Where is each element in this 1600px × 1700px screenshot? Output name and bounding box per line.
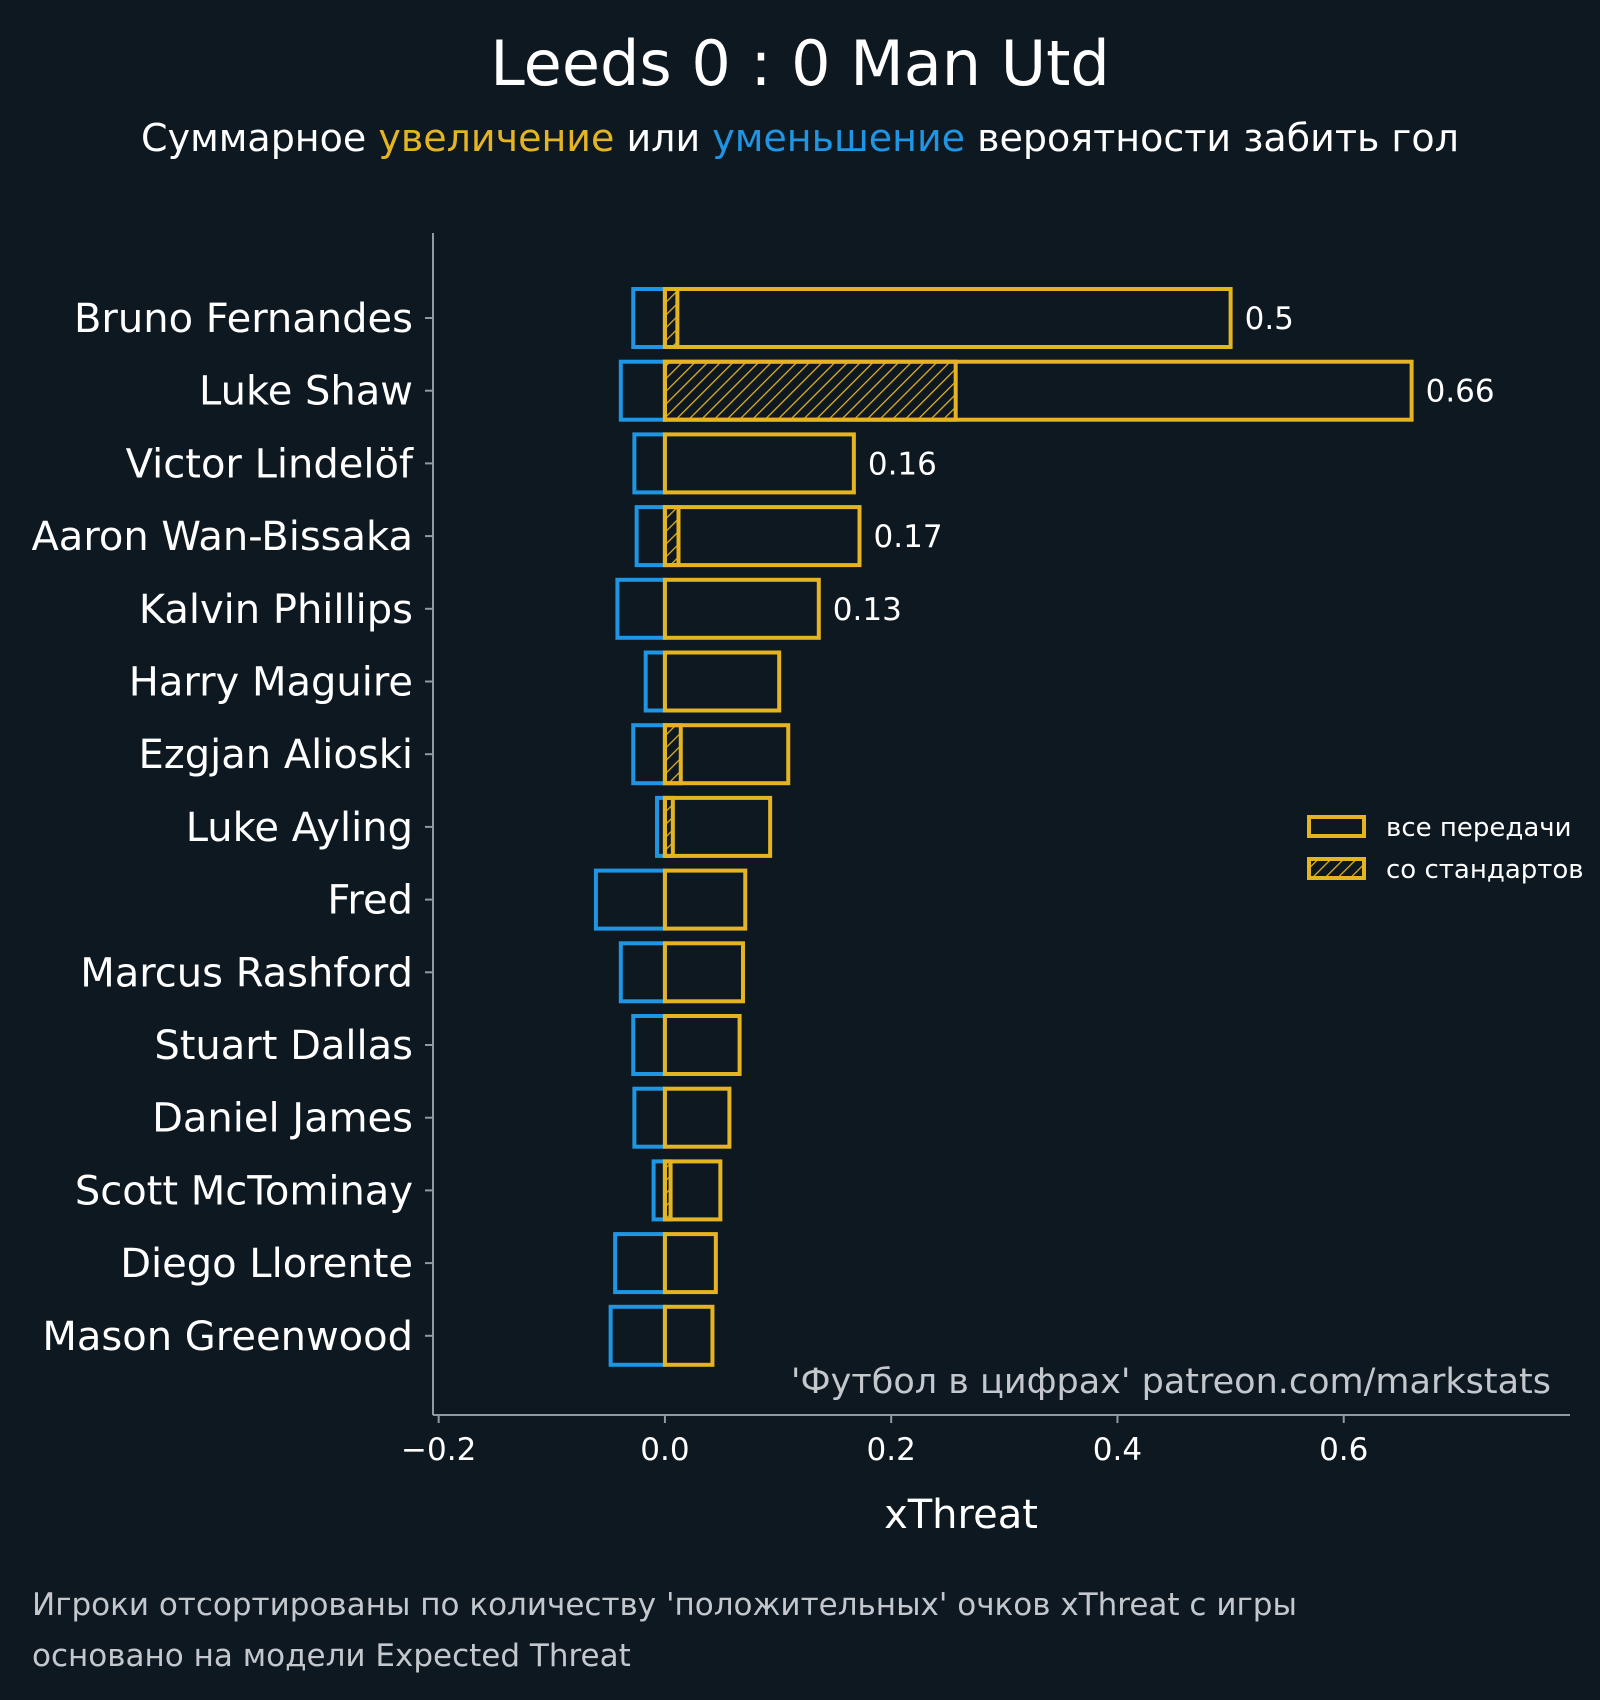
y-tick-label: Scott McTominay [75,1168,413,1214]
y-tick-label: Fred [327,878,413,924]
footnote-line-2: основано на модели Expected Threat [32,1638,631,1674]
subtitle-suffix: вероятности забить гол [965,116,1459,160]
legend-label-all-passes: все передачи [1386,813,1572,843]
footnote-line-1: Игроки отсортированы по количеству 'поло… [32,1587,1297,1623]
y-tick-label: Luke Ayling [186,805,413,851]
subtitle-prefix: Суммарное [141,116,378,160]
x-tick-label: −0.2 [401,1432,476,1468]
y-tick-label: Bruno Fernandes [74,296,413,342]
y-tick-label: Mason Greenwood [42,1314,413,1360]
bar-set-pieces [662,723,683,786]
legend-swatch-all-passes [1307,815,1366,838]
watermark: 'Футбол в цифрах' patreon.com/markstats [791,1362,1551,1402]
bar-positive [662,359,1414,422]
bar-positive [662,577,821,640]
plot-area: −0.2 0.0 0.2 0.4 0.6 Bruno Fernandes 0.5 Luke S… [31,233,1570,1468]
chart-subtitle: Суммарное увеличение или уменьшение веро… [141,116,1459,160]
bar-positive [662,941,745,1004]
bar-positive [662,287,1233,349]
bar-positive [662,795,773,858]
y-tick-label: Stuart Dallas [154,1023,413,1069]
bar-positive [662,432,856,495]
y-tick-label: Harry Maguire [129,660,413,706]
bar-positive [662,1014,742,1076]
data-label: 0.16 [868,446,937,482]
bar-positive [662,1086,732,1149]
y-tick-label: Victor Lindelöf [126,441,414,487]
y-tick-label: Marcus Rashford [80,950,413,996]
y-tick-label: Aaron Wan-Bissaka [31,514,413,560]
legend-swatch-set-pieces [1307,857,1366,880]
y-tick-label: Daniel James [152,1096,413,1142]
x-tick-label: 0.2 [867,1432,916,1468]
bar-set-pieces [662,505,681,568]
data-label: 0.13 [833,592,902,628]
bar-positive [662,868,748,931]
chart-title: Leeds 0 : 0 Man Utd [490,27,1110,100]
y-tick-label: Luke Shaw [199,369,413,415]
y-tick-label: Ezgjan Alioski [138,732,413,778]
bar-positive [662,650,782,713]
data-label: 0.17 [874,519,943,555]
subtitle-positive-word: увеличение [378,116,614,160]
bar-positive [662,723,791,786]
y-tick-label: Kalvin Phillips [139,587,413,633]
x-axis-label: xThreat [884,1492,1038,1538]
subtitle-negative-word: уменьшение [712,116,965,160]
data-label: 0.66 [1426,374,1495,410]
bar-positive [662,505,862,568]
legend: все передачи со стандартов [1307,813,1584,885]
data-label: 0.5 [1245,301,1294,337]
x-tick-label: 0.0 [640,1432,689,1468]
bar-positive [662,1159,723,1222]
subtitle-middle: или [614,116,712,160]
bar-positive [662,1232,718,1295]
bar-positive [662,1304,715,1367]
x-tick-label: 0.4 [1093,1432,1142,1468]
bar-set-pieces [662,359,958,422]
x-tick-label: 0.6 [1319,1432,1368,1468]
legend-label-set-pieces: со стандартов [1386,855,1584,885]
y-tick-label: Diego Llorente [120,1241,413,1287]
